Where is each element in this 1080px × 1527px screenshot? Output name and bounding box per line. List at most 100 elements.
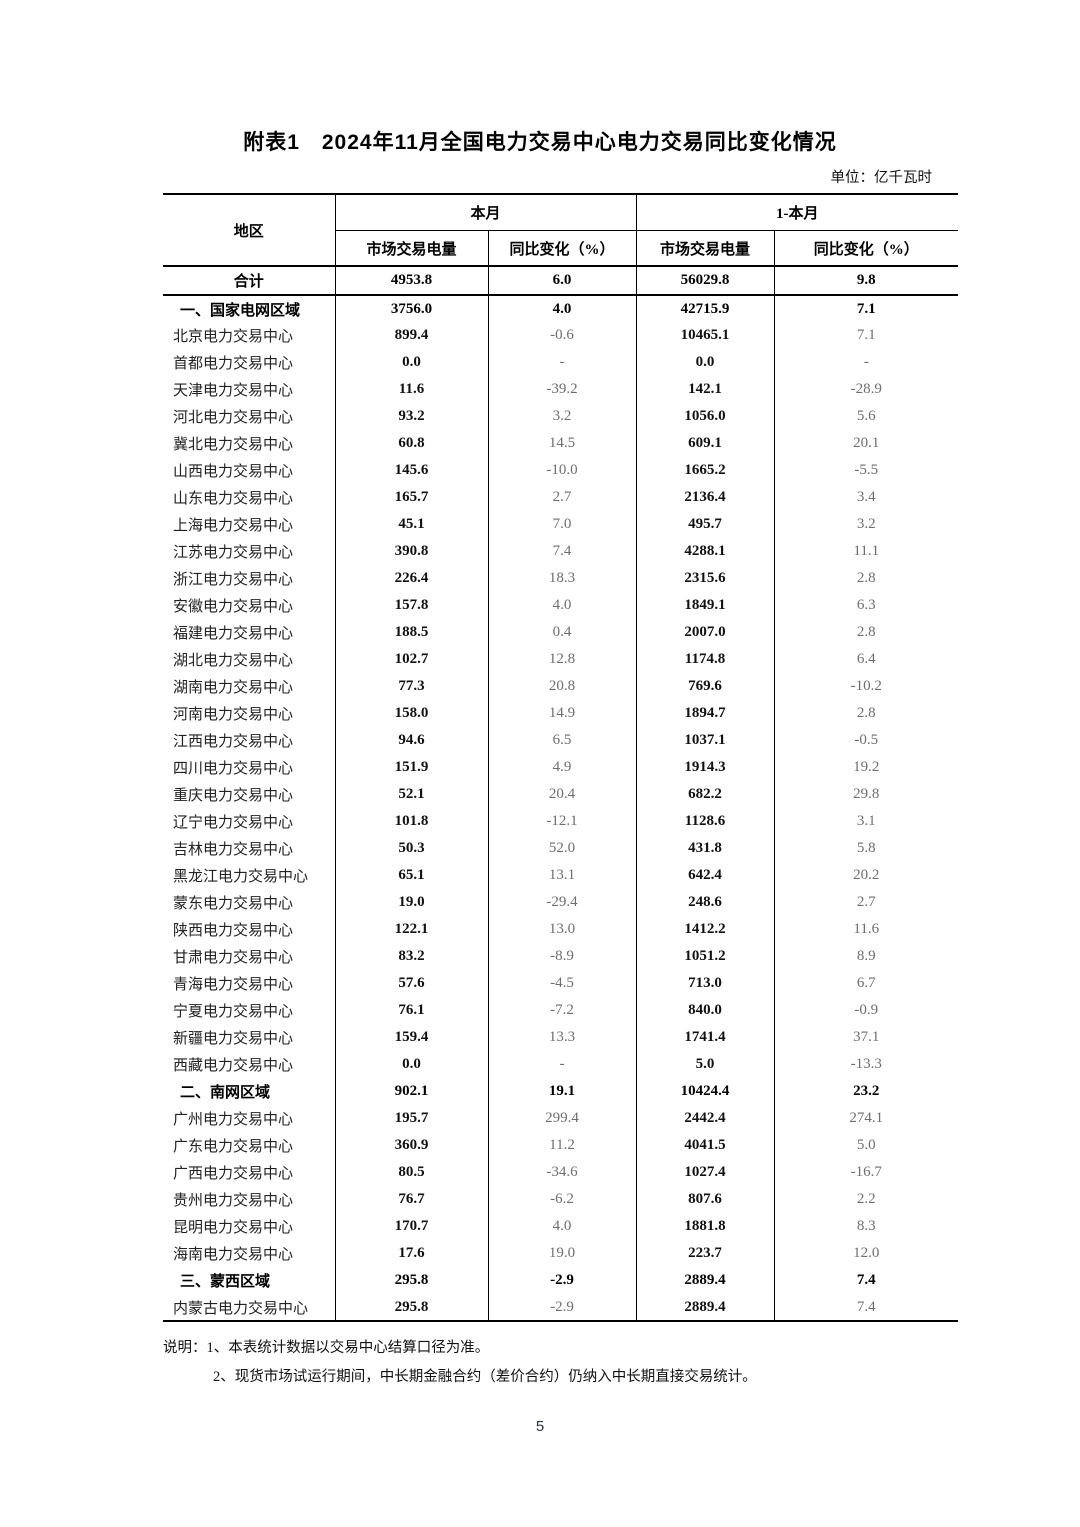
cumulative-volume-cell: 42715.9 xyxy=(635,295,775,322)
table-row: 一、国家电网区域 3756.0 4.0 42715.9 7.1 xyxy=(163,295,959,322)
cumulative-volume-cell: 142.1 xyxy=(635,376,775,403)
month-volume-cell: 226.4 xyxy=(334,565,488,592)
cumulative-volume-cell: 609.1 xyxy=(635,430,775,457)
header-cumulative-yoy: 同比变化（%） xyxy=(773,230,959,267)
page-number: 5 xyxy=(535,1418,545,1435)
region-cell: 海南电力交易中心 xyxy=(173,1247,294,1263)
month-yoy-cell: 19.0 xyxy=(487,1240,637,1267)
month-volume-cell: 101.8 xyxy=(334,808,488,835)
cumulative-yoy-cell: 3.2 xyxy=(773,511,959,538)
cumulative-volume-cell: 1741.4 xyxy=(635,1024,775,1051)
cumulative-yoy-cell: -0.9 xyxy=(773,997,959,1024)
month-volume-cell: 902.1 xyxy=(334,1078,488,1105)
month-yoy-cell: -10.0 xyxy=(487,457,637,484)
cumulative-volume-cell: 840.0 xyxy=(635,997,775,1024)
cumulative-volume-cell: 642.4 xyxy=(635,862,775,889)
cumulative-volume-cell: 769.6 xyxy=(635,673,775,700)
region-cell: 浙江电力交易中心 xyxy=(173,572,294,588)
cumulative-yoy-cell: 11.1 xyxy=(773,538,959,565)
cumulative-volume-cell: 1881.8 xyxy=(635,1213,775,1240)
table-row: 山西电力交易中心 145.6 -10.0 1665.2 -5.5 xyxy=(163,457,959,484)
month-volume-cell: 122.1 xyxy=(334,916,488,943)
month-yoy-cell: -39.2 xyxy=(487,376,637,403)
month-volume-cell: 158.0 xyxy=(334,700,488,727)
region-cell: 二、南网区域 xyxy=(180,1085,271,1101)
month-volume-cell: 76.1 xyxy=(334,997,488,1024)
month-volume-cell: 3756.0 xyxy=(334,295,488,322)
table-row: 山东电力交易中心 165.7 2.7 2136.4 3.4 xyxy=(163,484,959,511)
region-cell: 上海电力交易中心 xyxy=(173,518,294,534)
month-volume-cell: 45.1 xyxy=(334,511,488,538)
month-yoy-cell: 19.1 xyxy=(487,1078,637,1105)
cumulative-yoy-cell: 7.4 xyxy=(773,1267,959,1294)
month-volume-cell: 50.3 xyxy=(334,835,488,862)
month-yoy-cell: -2.9 xyxy=(487,1294,637,1321)
table-row: 三、蒙西区域 295.8 -2.9 2889.4 7.4 xyxy=(163,1267,959,1294)
header-month-yoy: 同比变化（%） xyxy=(487,230,637,267)
table-row: 昆明电力交易中心 170.7 4.0 1881.8 8.3 xyxy=(163,1213,959,1240)
region-cell: 冀北电力交易中心 xyxy=(173,437,294,453)
unit-label: 单位：亿千瓦时 xyxy=(830,170,933,186)
month-yoy-cell: 12.8 xyxy=(487,646,637,673)
cumulative-volume-cell: 2007.0 xyxy=(635,619,775,646)
month-volume-cell: 102.7 xyxy=(334,646,488,673)
month-yoy-cell: 18.3 xyxy=(487,565,637,592)
table-row: 首都电力交易中心 0.0 - 0.0 - xyxy=(163,349,959,376)
region-cell: 重庆电力交易中心 xyxy=(173,788,294,804)
region-cell: 福建电力交易中心 xyxy=(173,626,294,642)
cumulative-volume-cell: 1056.0 xyxy=(635,403,775,430)
month-volume-cell: 19.0 xyxy=(334,889,488,916)
cumulative-volume-cell: 56029.8 xyxy=(635,266,775,296)
header-cumulative-volume: 市场交易电量 xyxy=(635,230,775,267)
region-cell: 宁夏电力交易中心 xyxy=(173,1004,294,1020)
region-cell: 三、蒙西区域 xyxy=(180,1274,271,1290)
region-cell: 青海电力交易中心 xyxy=(173,977,294,993)
table-row: 四川电力交易中心 151.9 4.9 1914.3 19.2 xyxy=(163,754,959,781)
region-cell: 新疆电力交易中心 xyxy=(173,1031,294,1047)
month-volume-cell: 390.8 xyxy=(334,538,488,565)
month-volume-cell: 165.7 xyxy=(334,484,488,511)
header-row-groups: 地区 本月 1-本月 xyxy=(163,194,959,267)
month-volume-cell: 0.0 xyxy=(334,349,488,376)
month-volume-cell: 80.5 xyxy=(334,1159,488,1186)
cumulative-volume-cell: 1894.7 xyxy=(635,700,775,727)
cumulative-yoy-cell: 2.8 xyxy=(773,700,959,727)
header-month-volume: 市场交易电量 xyxy=(334,230,488,267)
cumulative-yoy-cell: 7.1 xyxy=(773,322,959,349)
cumulative-volume-cell: 807.6 xyxy=(635,1186,775,1213)
cumulative-yoy-cell: 8.3 xyxy=(773,1213,959,1240)
region-cell: 内蒙古电力交易中心 xyxy=(173,1300,309,1317)
cumulative-yoy-cell: 19.2 xyxy=(773,754,959,781)
month-yoy-cell: 4.0 xyxy=(487,592,637,619)
table-row: 贵州电力交易中心 76.7 -6.2 807.6 2.2 xyxy=(163,1186,959,1213)
month-yoy-cell: -4.5 xyxy=(487,970,637,997)
region-cell: 江苏电力交易中心 xyxy=(173,545,294,561)
month-yoy-cell: 14.5 xyxy=(487,430,637,457)
month-volume-cell: 145.6 xyxy=(334,457,488,484)
month-yoy-cell: 6.0 xyxy=(487,266,637,296)
month-volume-cell: 11.6 xyxy=(334,376,488,403)
table-row: 浙江电力交易中心 226.4 18.3 2315.6 2.8 xyxy=(163,565,959,592)
cumulative-volume-cell: 1914.3 xyxy=(635,754,775,781)
region-cell: 贵州电力交易中心 xyxy=(173,1193,294,1209)
month-volume-cell: 77.3 xyxy=(334,673,488,700)
month-volume-cell: 52.1 xyxy=(334,781,488,808)
month-yoy-cell: -12.1 xyxy=(487,808,637,835)
month-yoy-cell: -29.4 xyxy=(487,889,637,916)
table-row: 湖北电力交易中心 102.7 12.8 1174.8 6.4 xyxy=(163,646,959,673)
month-yoy-cell: -2.9 xyxy=(487,1267,637,1294)
table-row: 福建电力交易中心 188.5 0.4 2007.0 2.8 xyxy=(163,619,959,646)
cumulative-yoy-cell: -13.3 xyxy=(773,1051,959,1078)
header-row-subcolumns: 市场交易电量 同比变化（%） 市场交易电量 同比变化（%） xyxy=(163,230,959,267)
month-volume-cell: 76.7 xyxy=(334,1186,488,1213)
cumulative-volume-cell: 4288.1 xyxy=(635,538,775,565)
table-row: 北京电力交易中心 899.4 -0.6 10465.1 7.1 xyxy=(163,322,959,349)
month-volume-cell: 83.2 xyxy=(334,943,488,970)
cumulative-yoy-cell: -28.9 xyxy=(773,376,959,403)
cumulative-volume-cell: 682.2 xyxy=(635,781,775,808)
region-cell: 河南电力交易中心 xyxy=(173,707,294,723)
month-yoy-cell: -0.6 xyxy=(487,322,637,349)
table-row: 湖南电力交易中心 77.3 20.8 769.6 -10.2 xyxy=(163,673,959,700)
table-row: 西藏电力交易中心 0.0 - 5.0 -13.3 xyxy=(163,1051,959,1078)
